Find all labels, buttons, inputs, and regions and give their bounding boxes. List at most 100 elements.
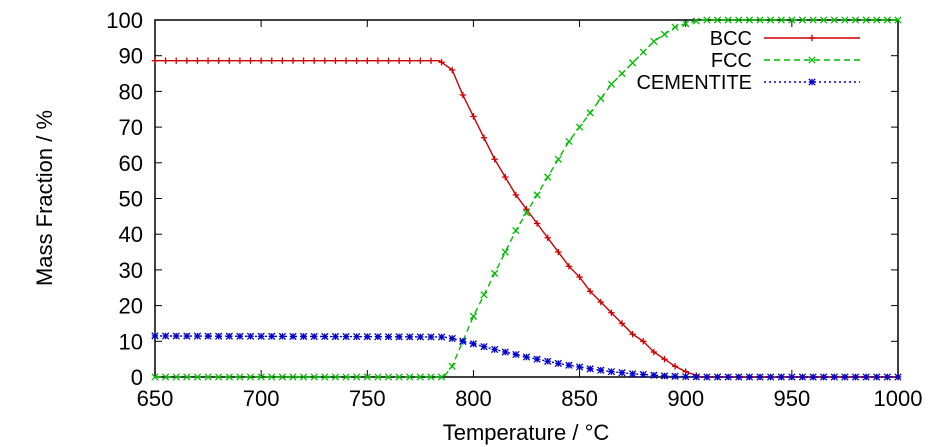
data-point-fcc bbox=[321, 373, 329, 381]
x-tick-label: 750 bbox=[349, 386, 386, 411]
data-point-fcc bbox=[777, 16, 785, 24]
data-point-cementite bbox=[682, 372, 690, 381]
data-point-fcc bbox=[172, 373, 180, 381]
data-point-fcc bbox=[724, 16, 732, 24]
data-point-cementite bbox=[204, 332, 212, 340]
data-point-cementite bbox=[459, 337, 467, 345]
data-point-fcc bbox=[607, 80, 616, 88]
data-point-cementite bbox=[225, 332, 233, 340]
data-point-fcc bbox=[692, 17, 700, 25]
data-point-cementite bbox=[480, 342, 488, 351]
legend-label-fcc: FCC bbox=[711, 50, 752, 72]
y-tick-label: 20 bbox=[119, 294, 143, 319]
data-point-cementite bbox=[660, 372, 669, 380]
data-point-cementite bbox=[374, 333, 382, 341]
data-point-fcc bbox=[618, 69, 626, 78]
data-point-fcc bbox=[289, 373, 297, 381]
series-line-fcc bbox=[155, 19, 898, 378]
data-point-cementite bbox=[544, 357, 552, 365]
data-point-cementite bbox=[268, 332, 276, 340]
legend-label-cementite: CEMENTITE bbox=[636, 72, 752, 94]
data-point-fcc bbox=[353, 373, 361, 381]
data-point-cementite bbox=[724, 373, 732, 381]
data-point-fcc bbox=[161, 373, 170, 381]
data-point-cementite bbox=[437, 333, 446, 341]
y-tick-label: 90 bbox=[119, 44, 143, 69]
data-point-cementite bbox=[172, 332, 180, 340]
y-tick-label: 50 bbox=[119, 187, 143, 212]
data-point-fcc bbox=[650, 37, 658, 46]
data-point-cementite bbox=[830, 373, 838, 381]
data-point-cementite bbox=[512, 350, 520, 359]
data-point-cementite bbox=[353, 332, 361, 341]
data-point-fcc bbox=[299, 373, 308, 381]
data-point-fcc bbox=[639, 48, 647, 56]
data-point-cementite bbox=[427, 333, 435, 341]
data-point-fcc bbox=[544, 173, 552, 181]
plot-frame bbox=[154, 19, 899, 378]
data-point-cementite bbox=[554, 359, 563, 368]
legend-marker-fcc bbox=[808, 56, 816, 64]
data-point-fcc bbox=[766, 16, 775, 24]
data-point-fcc bbox=[788, 16, 796, 24]
data-point-fcc bbox=[820, 16, 828, 24]
data-point-fcc bbox=[268, 373, 276, 381]
legend-marker-cementite bbox=[808, 78, 816, 86]
data-point-fcc bbox=[215, 373, 223, 381]
data-point-fcc bbox=[873, 16, 881, 24]
data-point-fcc bbox=[883, 16, 892, 24]
data-point-fcc bbox=[437, 373, 446, 381]
data-point-cementite bbox=[501, 348, 509, 356]
data-point-fcc bbox=[480, 291, 488, 299]
data-point-fcc bbox=[448, 362, 456, 370]
data-point-cementite bbox=[416, 333, 425, 341]
data-point-fcc bbox=[331, 373, 340, 381]
y-axis-label: Mass Fraction / % bbox=[32, 110, 57, 286]
data-point-cementite bbox=[490, 345, 499, 354]
data-point-fcc bbox=[416, 373, 425, 381]
data-point-cementite bbox=[650, 371, 658, 379]
data-point-cementite bbox=[257, 332, 265, 340]
series-cementite bbox=[151, 332, 902, 381]
data-point-cementite bbox=[756, 373, 764, 381]
data-point-fcc bbox=[225, 373, 233, 381]
y-tick-label: 70 bbox=[119, 115, 143, 140]
x-tick-label: 700 bbox=[243, 386, 280, 411]
data-point-fcc bbox=[469, 312, 478, 320]
data-point-cementite bbox=[331, 332, 340, 341]
data-point-cementite bbox=[820, 373, 828, 381]
x-tick-label: 800 bbox=[455, 386, 492, 411]
data-point-cementite bbox=[766, 373, 775, 381]
data-point-fcc bbox=[310, 373, 318, 381]
data-point-cementite bbox=[809, 373, 817, 381]
data-point-cementite bbox=[363, 332, 371, 341]
data-point-fcc bbox=[501, 248, 509, 256]
data-point-fcc bbox=[522, 209, 531, 217]
data-point-fcc bbox=[512, 226, 520, 235]
x-tick-label: 950 bbox=[773, 386, 810, 411]
data-point-cementite bbox=[565, 361, 573, 369]
data-point-cementite bbox=[236, 332, 244, 340]
x-tick-label: 850 bbox=[561, 386, 598, 411]
data-point-cementite bbox=[246, 332, 255, 340]
data-point-fcc bbox=[565, 137, 573, 146]
data-point-fcc bbox=[597, 94, 605, 103]
data-point-fcc bbox=[575, 123, 584, 131]
data-point-fcc bbox=[756, 16, 764, 24]
data-point-cementite bbox=[299, 332, 308, 341]
data-point-fcc bbox=[278, 373, 287, 381]
data-point-fcc bbox=[713, 16, 722, 24]
data-point-fcc bbox=[628, 59, 637, 67]
data-point-cementite bbox=[448, 334, 456, 343]
data-point-fcc bbox=[374, 373, 382, 381]
data-point-cementite bbox=[735, 373, 743, 381]
legend-item-cementite: CEMENTITE bbox=[636, 72, 860, 94]
data-point-cementite bbox=[883, 373, 892, 381]
data-point-fcc bbox=[193, 373, 202, 381]
x-tick-label: 650 bbox=[137, 386, 174, 411]
data-point-cementite bbox=[395, 333, 403, 341]
data-point-cementite bbox=[671, 372, 679, 380]
y-tick-label: 30 bbox=[119, 258, 143, 283]
data-point-fcc bbox=[841, 16, 849, 24]
